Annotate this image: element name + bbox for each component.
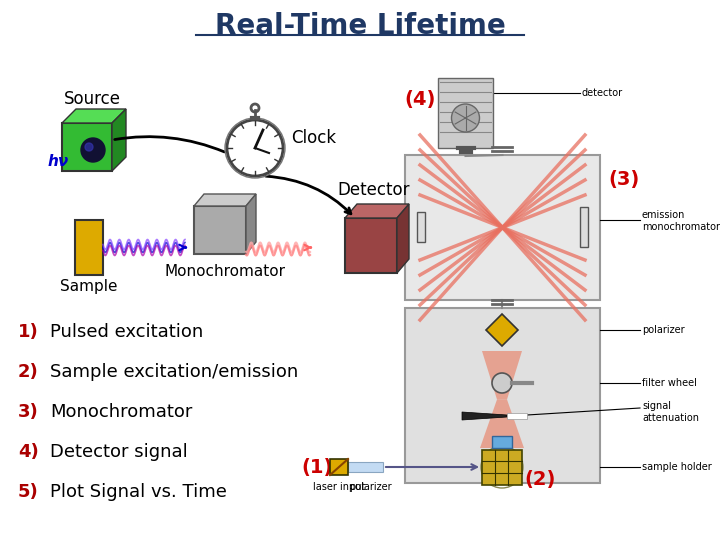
- Text: 1): 1): [18, 323, 39, 341]
- Polygon shape: [462, 412, 507, 420]
- Text: Plot Signal vs. Time: Plot Signal vs. Time: [50, 483, 227, 501]
- Text: (3): (3): [608, 171, 639, 190]
- Text: detector: detector: [582, 88, 623, 98]
- Text: monochromator: monochromator: [642, 222, 720, 232]
- Text: Detector: Detector: [338, 181, 410, 199]
- Text: polarizer: polarizer: [348, 482, 391, 492]
- Circle shape: [451, 104, 480, 132]
- Text: emission: emission: [642, 210, 685, 220]
- Text: hν: hν: [48, 153, 68, 168]
- Text: signal: signal: [642, 401, 671, 411]
- Text: laser input: laser input: [312, 482, 365, 492]
- Text: Real-Time Lifetime: Real-Time Lifetime: [215, 12, 505, 40]
- Circle shape: [81, 138, 105, 162]
- Text: Monochromator: Monochromator: [164, 265, 286, 280]
- Text: Sample: Sample: [60, 280, 118, 294]
- Text: Pulsed excitation: Pulsed excitation: [50, 323, 203, 341]
- Circle shape: [85, 143, 93, 151]
- Polygon shape: [112, 109, 126, 171]
- Polygon shape: [397, 204, 409, 273]
- Polygon shape: [62, 109, 126, 123]
- Polygon shape: [194, 194, 256, 206]
- FancyBboxPatch shape: [482, 450, 522, 485]
- FancyBboxPatch shape: [405, 308, 600, 483]
- Text: 3): 3): [18, 403, 39, 421]
- Text: Monochromator: Monochromator: [50, 403, 192, 421]
- Text: Detector signal: Detector signal: [50, 443, 188, 461]
- Text: (4): (4): [405, 91, 436, 110]
- Text: (2): (2): [524, 470, 556, 489]
- FancyBboxPatch shape: [417, 212, 425, 242]
- Circle shape: [227, 120, 283, 176]
- Text: sample holder: sample holder: [642, 462, 712, 472]
- Text: Sample excitation/emission: Sample excitation/emission: [50, 363, 298, 381]
- Polygon shape: [482, 351, 522, 400]
- Text: polarizer: polarizer: [642, 325, 685, 335]
- FancyBboxPatch shape: [330, 459, 348, 475]
- FancyBboxPatch shape: [62, 123, 112, 171]
- Polygon shape: [486, 314, 518, 346]
- Text: attenuation: attenuation: [642, 413, 699, 423]
- FancyBboxPatch shape: [438, 78, 493, 148]
- FancyBboxPatch shape: [405, 155, 600, 300]
- FancyBboxPatch shape: [345, 218, 397, 273]
- Circle shape: [492, 373, 512, 393]
- FancyBboxPatch shape: [348, 462, 383, 472]
- Polygon shape: [246, 194, 256, 254]
- Text: Clock: Clock: [291, 129, 336, 147]
- FancyBboxPatch shape: [580, 207, 588, 247]
- FancyBboxPatch shape: [75, 220, 103, 275]
- Text: 2): 2): [18, 363, 39, 381]
- FancyBboxPatch shape: [507, 413, 527, 419]
- Text: 5): 5): [18, 483, 39, 501]
- FancyBboxPatch shape: [194, 206, 246, 254]
- FancyBboxPatch shape: [492, 436, 512, 448]
- Polygon shape: [345, 204, 409, 218]
- Polygon shape: [480, 400, 524, 448]
- Text: Source: Source: [63, 90, 120, 108]
- Text: (1): (1): [301, 457, 333, 476]
- Text: filter wheel: filter wheel: [642, 378, 697, 388]
- Text: 4): 4): [18, 443, 39, 461]
